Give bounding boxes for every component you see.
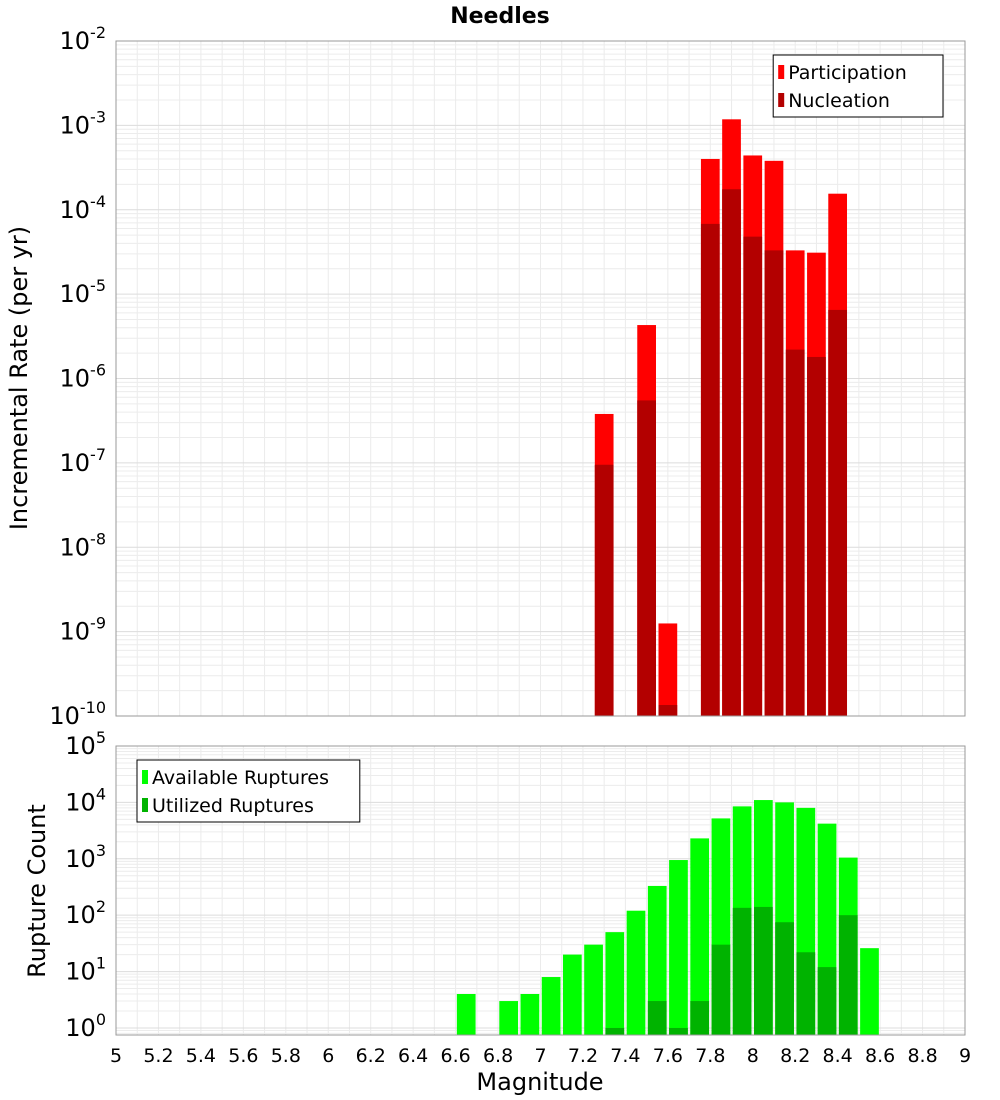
top-bar-nucleation: [700, 223, 720, 716]
x-tick-label: 7.2: [568, 1045, 598, 1067]
bottom-bar-available-ruptures: [520, 994, 540, 1035]
x-tick-label: 7.4: [610, 1045, 640, 1067]
legend-box: [136, 759, 361, 823]
x-tick-label: 8: [747, 1045, 759, 1067]
x-tick-label: 6.4: [398, 1045, 428, 1067]
y-tick-label: 10-4: [60, 192, 107, 224]
legend-swatch: [142, 770, 148, 784]
x-axis-label: Magnitude: [476, 1068, 603, 1096]
bottom-y-axis-label: Rupture Count: [23, 804, 51, 978]
bottom-bar-utilized-ruptures: [754, 906, 773, 1035]
top-bar-nucleation: [658, 705, 678, 716]
legend-box: [772, 54, 944, 118]
x-tick-label: 7.6: [653, 1045, 683, 1067]
bottom-bar-utilized-ruptures: [838, 915, 858, 1035]
x-tick-label: 9: [959, 1045, 971, 1067]
chart-title: Needles: [450, 4, 550, 29]
bottom-panel: 105 104 103 102 101 100 Rupture Count Availab…: [23, 728, 966, 1042]
legend-swatch: [778, 93, 785, 107]
x-tick-label: 5.8: [271, 1045, 301, 1067]
top-bar-nucleation: [828, 309, 848, 716]
y-tick-label: 10-2: [60, 23, 107, 55]
bottom-bar-available-ruptures: [690, 838, 710, 1035]
y-tick-label: 10-10: [49, 698, 106, 730]
bottom-bar-utilized-ruptures: [796, 952, 816, 1035]
bottom-bar-utilized-ruptures: [647, 1001, 667, 1035]
bottom-bar-utilized-ruptures: [775, 922, 794, 1035]
x-tick-label: 5.2: [143, 1045, 173, 1067]
top-bar-participation: [658, 623, 678, 716]
top-y-ticks: 10-2 10-3 10-4 10-5 10-6 10-7 10-8 10-9 10-10: [49, 23, 106, 730]
legend-label: Nucleation: [788, 90, 890, 112]
bottom-bar-available-ruptures: [562, 954, 582, 1035]
bottom-bar-utilized-ruptures: [669, 1027, 688, 1035]
y-tick-label: 102: [65, 897, 106, 929]
top-bar-nucleation: [807, 356, 826, 716]
bottom-bar-utilized-ruptures: [711, 944, 731, 1035]
bottom-bar-utilized-ruptures: [817, 967, 837, 1035]
x-tick-label: 5: [110, 1045, 122, 1067]
x-tick-label: 6.6: [440, 1045, 470, 1067]
x-tick-label: 6.8: [483, 1045, 513, 1067]
x-tick-label: 6.2: [356, 1045, 386, 1067]
bottom-bar-available-ruptures: [499, 1001, 519, 1035]
legend-label: Utilized Ruptures: [152, 795, 314, 817]
bottom-bar-utilized-ruptures: [605, 1027, 625, 1035]
y-tick-label: 10-5: [60, 276, 107, 308]
y-tick-label: 10-8: [60, 529, 107, 561]
legend-label: Participation: [788, 62, 907, 84]
x-tick-label: 8.4: [823, 1045, 853, 1067]
x-tick-label: 7.8: [695, 1045, 725, 1067]
x-tick-label: 5.6: [228, 1045, 258, 1067]
top-bar-nucleation: [594, 464, 614, 716]
bottom-bar-available-ruptures: [860, 948, 879, 1035]
bottom-bar-available-ruptures: [605, 932, 625, 1035]
bottom-bar-available-ruptures: [626, 910, 646, 1035]
x-ticks: 5 5.2 5.4 5.6 5.8 6 6.2 6.4 6.6 6.8 7 7.2 7.4 7.6 7.8 8…: [110, 1045, 971, 1067]
bottom-bar-available-ruptures: [669, 860, 688, 1035]
bottom-bar-utilized-ruptures: [732, 907, 752, 1035]
y-tick-label: 10-3: [60, 107, 107, 139]
top-bar-nucleation: [764, 250, 784, 717]
y-tick-label: 101: [65, 954, 106, 986]
x-tick-label: 8.2: [780, 1045, 810, 1067]
legend-swatch: [778, 65, 785, 79]
bottom-plot-border: [115, 745, 966, 1036]
y-tick-label: 10-9: [60, 614, 107, 646]
bottom-bars: [456, 800, 879, 1035]
y-tick-label: 10-7: [60, 445, 107, 477]
x-tick-label: 8.6: [865, 1045, 895, 1067]
x-tick-label: 5.4: [186, 1045, 216, 1067]
top-legend: Participation Nucleation: [772, 54, 944, 118]
x-tick-label: 8.8: [907, 1045, 937, 1067]
y-tick-label: 100: [65, 1010, 106, 1042]
top-y-axis-label: Incremental Rate (per yr): [5, 226, 33, 530]
top-bar-nucleation: [637, 400, 656, 716]
top-bars: [594, 119, 848, 717]
top-bar-nucleation: [722, 189, 741, 717]
top-bar-nucleation: [743, 236, 763, 716]
top-plot-border: [115, 40, 966, 717]
top-panel: 10-2 10-3 10-4 10-5 10-6 10-7 10-8 10-9 10-10 In…: [5, 23, 966, 730]
bottom-bar-available-ruptures: [541, 977, 561, 1035]
bottom-bar-available-ruptures: [456, 994, 476, 1035]
y-tick-label: 104: [65, 784, 106, 816]
bottom-y-ticks: 105 104 103 102 101 100: [65, 728, 106, 1042]
bottom-bar-available-ruptures: [647, 885, 667, 1035]
bottom-legend: Available Ruptures Utilized Ruptures: [136, 759, 361, 823]
x-tick-label: 6: [322, 1045, 334, 1067]
y-tick-label: 10-6: [60, 361, 107, 393]
y-tick-label: 105: [65, 728, 106, 760]
bottom-bar-available-ruptures: [584, 944, 603, 1035]
x-tick-label: 7: [534, 1045, 546, 1067]
y-tick-label: 103: [65, 841, 106, 873]
top-bar-nucleation: [785, 349, 805, 716]
legend-label: Available Ruptures: [152, 767, 329, 789]
bottom-bar-utilized-ruptures: [690, 1001, 710, 1035]
legend-swatch: [142, 798, 148, 812]
